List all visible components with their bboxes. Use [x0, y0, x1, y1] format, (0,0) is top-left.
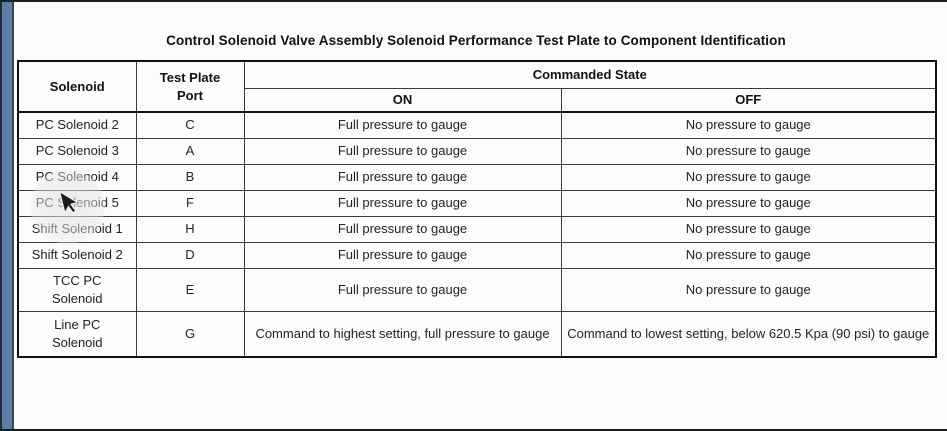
cell-solenoid-name: Line PC Solenoid: [17, 310, 137, 358]
table-row: Line PC Solenoid G Command to highest se…: [17, 310, 937, 358]
cell-solenoid-name: PC Solenoid 2: [17, 111, 137, 139]
table-row: PC Solenoid 2 C Full pressure to gauge N…: [17, 111, 937, 139]
cell-test-plate-port: G: [135, 310, 245, 358]
cell-commanded-off: No pressure to gauge: [560, 189, 937, 217]
table-row: TCC PC Solenoid E Full pressure to gauge…: [17, 267, 937, 312]
cell-commanded-off: No pressure to gauge: [560, 241, 937, 269]
cell-test-plate-port: D: [135, 241, 245, 269]
window-top-edge: [0, 0, 947, 2]
cell-test-plate-port: E: [135, 267, 245, 312]
cell-test-plate-port: F: [135, 189, 245, 217]
cell-commanded-on: Full pressure to gauge: [243, 163, 562, 191]
cell-commanded-on: Full pressure to gauge: [243, 215, 562, 243]
cell-solenoid-name: Shift Solenoid 2: [17, 241, 137, 269]
cell-commanded-on: Full pressure to gauge: [243, 111, 562, 139]
cell-commanded-on: Full pressure to gauge: [243, 189, 562, 217]
cell-commanded-off: Command to lowest setting, below 620.5 K…: [560, 310, 937, 358]
cell-solenoid-name: PC Solenoid 4: [17, 163, 137, 191]
table-row: Shift Solenoid 2 D Full pressure to gaug…: [17, 241, 937, 269]
cell-commanded-on: Command to highest setting, full pressur…: [243, 310, 562, 358]
cell-test-plate-port: B: [135, 163, 245, 191]
cell-solenoid-name: PC Solenoid 5: [17, 189, 137, 217]
column-header-solenoid: Solenoid: [17, 60, 137, 113]
column-header-test-plate-port: Test Plate Port: [135, 60, 245, 113]
cell-commanded-off: No pressure to gauge: [560, 267, 937, 312]
table-row: Shift Solenoid 1 H Full pressure to gaug…: [17, 215, 937, 243]
cell-test-plate-port: H: [135, 215, 245, 243]
cell-solenoid-name: TCC PC Solenoid: [17, 267, 137, 312]
cell-solenoid-name: Shift Solenoid 1: [17, 215, 137, 243]
cell-commanded-off: No pressure to gauge: [560, 111, 937, 139]
cell-commanded-off: No pressure to gauge: [560, 215, 937, 243]
page-title: Control Solenoid Valve Assembly Solenoid…: [166, 33, 786, 48]
window-left-edge: [0, 0, 14, 431]
table-body: PC Solenoid 2 C Full pressure to gauge N…: [17, 111, 937, 358]
cell-solenoid-name: PC Solenoid 3: [17, 137, 137, 165]
table-row: PC Solenoid 4 B Full pressure to gauge N…: [17, 163, 937, 191]
column-header-on: ON: [243, 87, 562, 113]
cell-commanded-off: No pressure to gauge: [560, 137, 937, 165]
cell-test-plate-port: A: [135, 137, 245, 165]
table-row: PC Solenoid 5 F Full pressure to gauge N…: [17, 189, 937, 217]
window-bottom-edge: [0, 429, 947, 431]
cell-test-plate-port: C: [135, 111, 245, 139]
cell-commanded-on: Full pressure to gauge: [243, 241, 562, 269]
solenoid-performance-table: Solenoid Test Plate Port Commanded State…: [17, 60, 938, 358]
table-row: PC Solenoid 3 A Full pressure to gauge N…: [17, 137, 937, 165]
cell-commanded-on: Full pressure to gauge: [243, 137, 562, 165]
cell-commanded-off: No pressure to gauge: [560, 163, 937, 191]
cell-commanded-on: Full pressure to gauge: [243, 267, 562, 312]
column-header-commanded-state: Commanded State: [243, 60, 937, 89]
column-header-off: OFF: [560, 87, 937, 113]
